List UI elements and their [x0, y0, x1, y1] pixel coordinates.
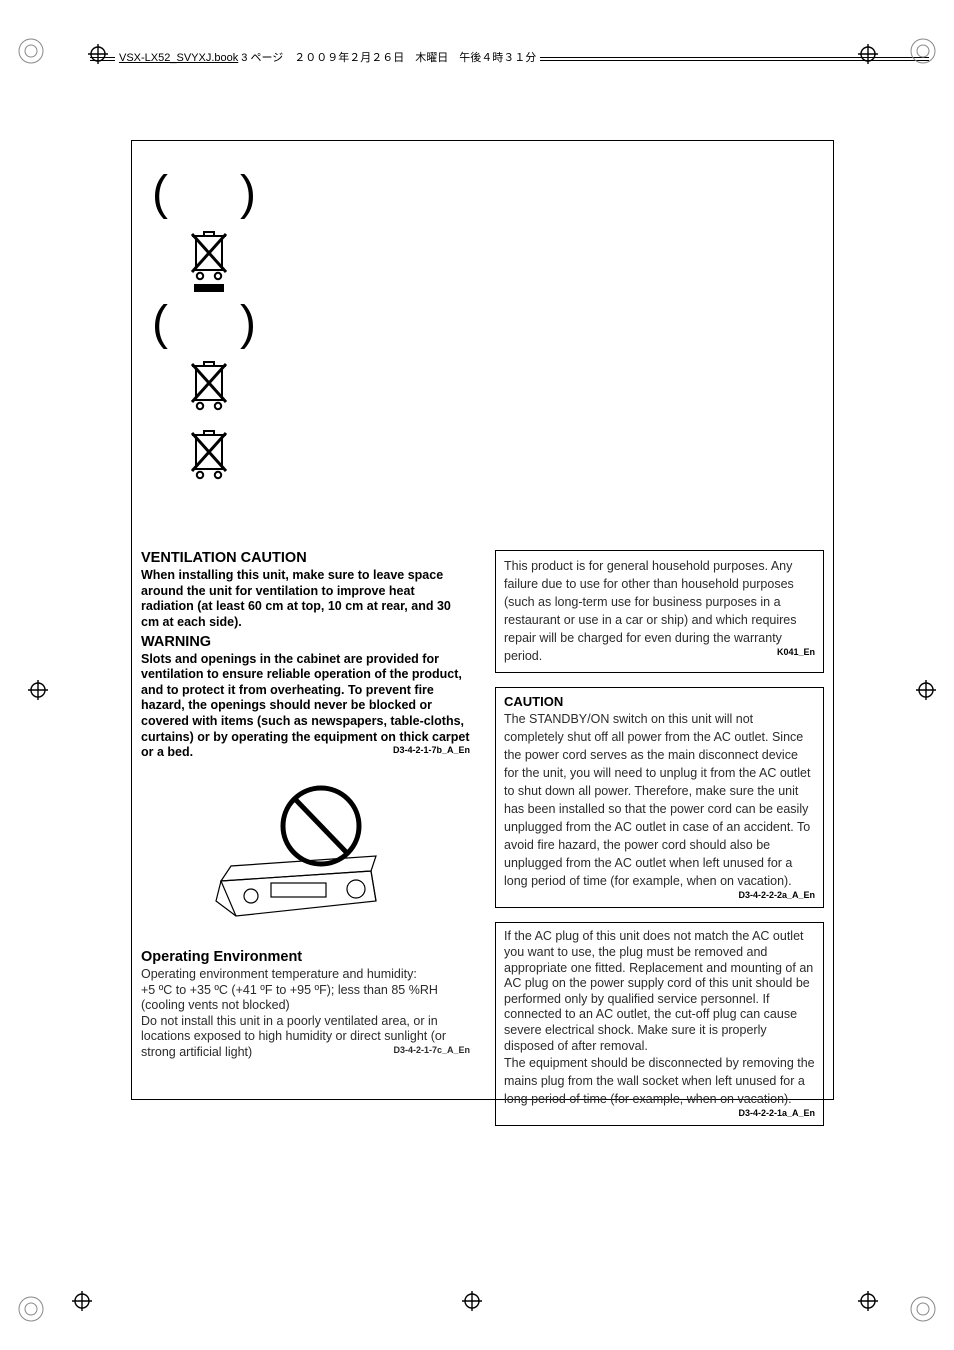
crosshair-icon [88, 44, 114, 70]
header-rest: 3 ページ ２００９年２月２６日 木曜日 午後４時３１分 [238, 52, 536, 64]
right-column: This product is for general household pu… [495, 550, 824, 1140]
reg-mark-icon [18, 38, 44, 64]
ventilation-title: VENTILATION CAUTION [141, 550, 470, 566]
weee-bin-icon [184, 425, 256, 490]
warning-title: WARNING [141, 634, 470, 650]
ventilation-body: When installing this unit, make sure to … [141, 568, 470, 631]
crosshair-icon [72, 1291, 98, 1317]
paren-row: () [152, 170, 256, 218]
header-filename: VSX-LX52_SVYXJ.book [119, 52, 238, 64]
crosshair-icon [858, 44, 884, 70]
reg-mark-icon [18, 1296, 44, 1322]
doc-code: K041_En [777, 647, 815, 657]
doc-code: D3-4-2-2-1a_A_En [738, 1108, 815, 1118]
warning-text: Slots and openings in the cabinet are pr… [141, 652, 470, 760]
weee-bin-icon [184, 226, 256, 301]
warning-body: Slots and openings in the cabinet are pr… [141, 652, 470, 761]
doc-code: D3-4-2-1-7b_A_En [393, 745, 470, 756]
weee-group-2: () [152, 300, 256, 490]
weee-group-1: () [152, 170, 256, 301]
reg-mark-icon [910, 38, 936, 64]
crosshair-icon [858, 1291, 884, 1317]
reg-mark-icon [910, 1296, 936, 1322]
left-column: VENTILATION CAUTION When installing this… [141, 550, 470, 1140]
openv-line2: +5 ºC to +35 ºC (+41 ºF to +95 ºF); less… [141, 983, 470, 1014]
doc-code: D3-4-2-2-2a_A_En [738, 890, 815, 900]
crosshair-icon [462, 1291, 488, 1317]
household-box: This product is for general household pu… [495, 550, 824, 673]
doc-code: D3-4-2-1-7c_A_En [393, 1045, 470, 1056]
receiver-prohibit-icon [201, 771, 411, 941]
household-text: This product is for general household pu… [504, 559, 797, 663]
content-columns: VENTILATION CAUTION When installing this… [131, 550, 834, 1140]
crosshair-icon [916, 680, 942, 706]
acplug-text-2: The equipment should be disconnected by … [504, 1056, 815, 1106]
crosshair-icon [28, 680, 54, 706]
caution-text: The STANDBY/ON switch on this unit will … [504, 712, 810, 888]
acplug-text-1: If the AC plug of this unit does not mat… [504, 929, 815, 1054]
page-header-text: VSX-LX52_SVYXJ.book 3 ページ ２００９年２月２６日 木曜日… [115, 49, 540, 65]
weee-bin-icon [184, 356, 256, 421]
caution-title: CAUTION [504, 694, 815, 710]
openv-title: Operating Environment [141, 949, 470, 965]
openv-line1: Operating environment temperature and hu… [141, 967, 470, 983]
openv-line3: Do not install this unit in a poorly ven… [141, 1014, 470, 1061]
caution-box: CAUTION The STANDBY/ON switch on this un… [495, 687, 824, 908]
acplug-box: If the AC plug of this unit does not mat… [495, 922, 824, 1126]
paren-row: () [152, 300, 256, 348]
